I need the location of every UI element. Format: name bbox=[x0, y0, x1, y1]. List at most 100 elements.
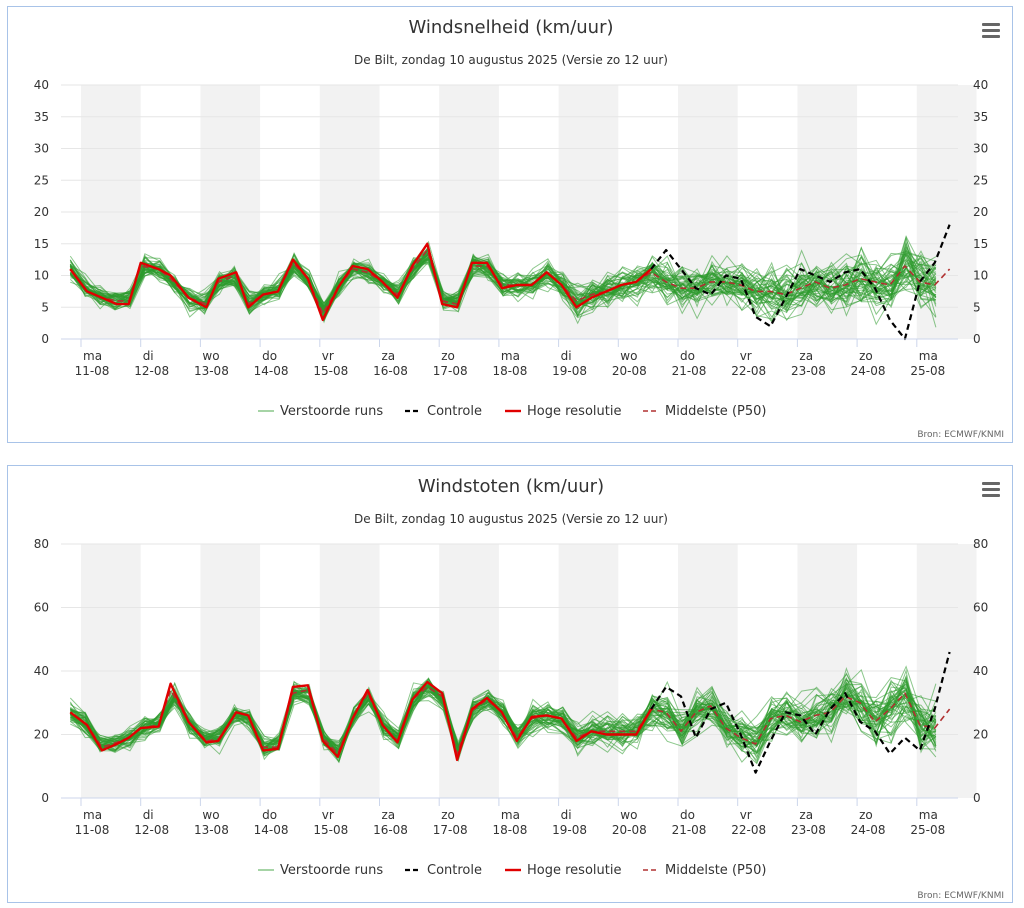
perturbed-run-line bbox=[70, 685, 937, 763]
x-tick-date-label: 13-08 bbox=[194, 364, 229, 378]
chart-title: Windsnelheid (km/uur) bbox=[408, 17, 613, 38]
x-tick-day-label: ma bbox=[83, 349, 102, 363]
x-tick-date-label: 12-08 bbox=[134, 364, 169, 378]
legend-item-perturbed-runs[interactable]: Verstoorde runs bbox=[258, 404, 383, 419]
hamburger-menu-icon[interactable] bbox=[978, 19, 1004, 41]
wind-speed-chart-panel: 0 0 5 5 10 10 15 15 20 20 25 25 30 30 35 35 40 40 ma 11-08 d… bbox=[7, 6, 1013, 443]
x-tick-day-label: vr bbox=[740, 808, 752, 822]
y-tick-label-left: 40 bbox=[34, 78, 49, 92]
x-tick-day-label: zo bbox=[441, 349, 455, 363]
x-tick-date-label: 25-08 bbox=[910, 364, 945, 378]
legend-label: Middelste (P50) bbox=[665, 863, 766, 878]
x-tick-date-label: 16-08 bbox=[373, 823, 408, 837]
x-tick-day-label: vr bbox=[322, 808, 334, 822]
legend-label: Verstoorde runs bbox=[280, 863, 383, 878]
x-tick-date-label: 13-08 bbox=[194, 823, 229, 837]
legend-label: Controle bbox=[427, 863, 482, 878]
y-tick-label-right: 30 bbox=[973, 142, 988, 156]
y-tick-label-left: 20 bbox=[34, 728, 49, 742]
perturbed-run-line bbox=[70, 672, 937, 758]
y-tick-label-left: 40 bbox=[34, 664, 49, 678]
x-tick-day-label: zo bbox=[441, 808, 455, 822]
legend-item-median-p50[interactable]: Middelste (P50) bbox=[643, 863, 766, 878]
y-tick-label-right: 80 bbox=[973, 537, 988, 551]
x-tick-date-label: 21-08 bbox=[672, 823, 707, 837]
y-tick-label-left: 30 bbox=[34, 142, 49, 156]
y-tick-label-right: 0 bbox=[973, 332, 981, 346]
perturbed-run-line bbox=[69, 679, 937, 753]
y-tick-label-left: 15 bbox=[34, 237, 49, 251]
x-tick-date-label: 19-08 bbox=[552, 364, 587, 378]
y-tick-label-right: 20 bbox=[973, 728, 988, 742]
perturbed-run-line bbox=[70, 678, 936, 758]
chart-title: Windstoten (km/uur) bbox=[418, 476, 604, 497]
x-tick-day-label: ma bbox=[501, 808, 520, 822]
credit-text: Bron: ECMWF/KNMI bbox=[917, 430, 1004, 440]
x-tick-day-label: wo bbox=[620, 808, 637, 822]
control-run-line bbox=[650, 224, 951, 341]
y-tick-label-left: 35 bbox=[34, 110, 49, 124]
legend-item-perturbed-runs[interactable]: Verstoorde runs bbox=[258, 863, 383, 878]
y-tick-label-left: 20 bbox=[34, 205, 49, 219]
legend-item-median-p50[interactable]: Middelste (P50) bbox=[643, 404, 766, 419]
y-tick-label-right: 20 bbox=[973, 205, 988, 219]
x-tick-date-label: 18-08 bbox=[492, 364, 527, 378]
y-tick-label-right: 25 bbox=[973, 173, 988, 187]
control-run-line bbox=[650, 651, 951, 774]
x-tick-date-label: 20-08 bbox=[612, 823, 647, 837]
legend-label: Hoge resolutie bbox=[527, 404, 621, 419]
x-tick-day-label: vr bbox=[740, 349, 752, 363]
x-tick-day-label: za bbox=[799, 808, 813, 822]
x-tick-day-label: vr bbox=[322, 349, 334, 363]
x-tick-date-label: 21-08 bbox=[672, 364, 707, 378]
x-tick-date-label: 16-08 bbox=[373, 364, 408, 378]
y-tick-label-left: 5 bbox=[41, 300, 49, 314]
x-tick-day-label: ma bbox=[919, 349, 938, 363]
x-tick-day-label: za bbox=[382, 808, 396, 822]
x-tick-day-label: ma bbox=[501, 349, 520, 363]
x-tick-date-label: 12-08 bbox=[134, 823, 169, 837]
x-tick-date-label: 14-08 bbox=[254, 364, 289, 378]
legend-label: Controle bbox=[427, 404, 482, 419]
x-tick-date-label: 15-08 bbox=[313, 364, 348, 378]
x-tick-date-label: 19-08 bbox=[552, 823, 587, 837]
y-tick-label-right: 40 bbox=[973, 78, 988, 92]
y-tick-label-left: 25 bbox=[34, 173, 49, 187]
legend-item-control[interactable]: Controle bbox=[405, 863, 482, 878]
x-tick-date-label: 23-08 bbox=[791, 823, 826, 837]
y-tick-label-left: 0 bbox=[41, 332, 49, 346]
x-tick-day-label: do bbox=[680, 808, 695, 822]
hamburger-menu-icon[interactable] bbox=[978, 478, 1004, 500]
x-tick-date-label: 25-08 bbox=[910, 823, 945, 837]
x-tick-date-label: 17-08 bbox=[433, 364, 468, 378]
perturbed-run-line bbox=[69, 250, 936, 317]
x-tick-date-label: 22-08 bbox=[731, 823, 766, 837]
y-tick-label-left: 0 bbox=[41, 791, 49, 805]
x-tick-day-label: di bbox=[143, 808, 154, 822]
legend-label: Hoge resolutie bbox=[527, 863, 621, 878]
y-tick-label-left: 80 bbox=[34, 537, 49, 551]
high-resolution-line bbox=[69, 242, 652, 322]
wind-gusts-chart-panel: 0 0 20 20 40 40 60 60 80 80 ma 11-08 di 12-08 wo 13-08 d… bbox=[7, 465, 1013, 903]
x-tick-day-label: do bbox=[680, 349, 695, 363]
x-tick-day-label: di bbox=[143, 349, 154, 363]
x-tick-date-label: 23-08 bbox=[791, 364, 826, 378]
legend-item-high-resolution[interactable]: Hoge resolutie bbox=[505, 863, 621, 878]
x-tick-date-label: 11-08 bbox=[75, 364, 110, 378]
chart-subtitle: De Bilt, zondag 10 augustus 2025 (Versie… bbox=[354, 53, 668, 67]
chart-subtitle: De Bilt, zondag 10 augustus 2025 (Versie… bbox=[354, 512, 668, 526]
x-tick-day-label: zo bbox=[859, 808, 873, 822]
perturbed-run-line bbox=[69, 678, 937, 758]
x-tick-day-label: za bbox=[799, 349, 813, 363]
legend-item-high-resolution[interactable]: Hoge resolutie bbox=[505, 404, 621, 419]
x-tick-date-label: 20-08 bbox=[612, 364, 647, 378]
high-resolution-line bbox=[69, 680, 653, 762]
x-tick-date-label: 14-08 bbox=[254, 823, 289, 837]
legend-item-control[interactable]: Controle bbox=[405, 404, 482, 419]
x-tick-date-label: 22-08 bbox=[731, 364, 766, 378]
x-tick-day-label: za bbox=[382, 349, 396, 363]
x-tick-date-label: 24-08 bbox=[851, 364, 886, 378]
x-tick-day-label: di bbox=[561, 808, 572, 822]
